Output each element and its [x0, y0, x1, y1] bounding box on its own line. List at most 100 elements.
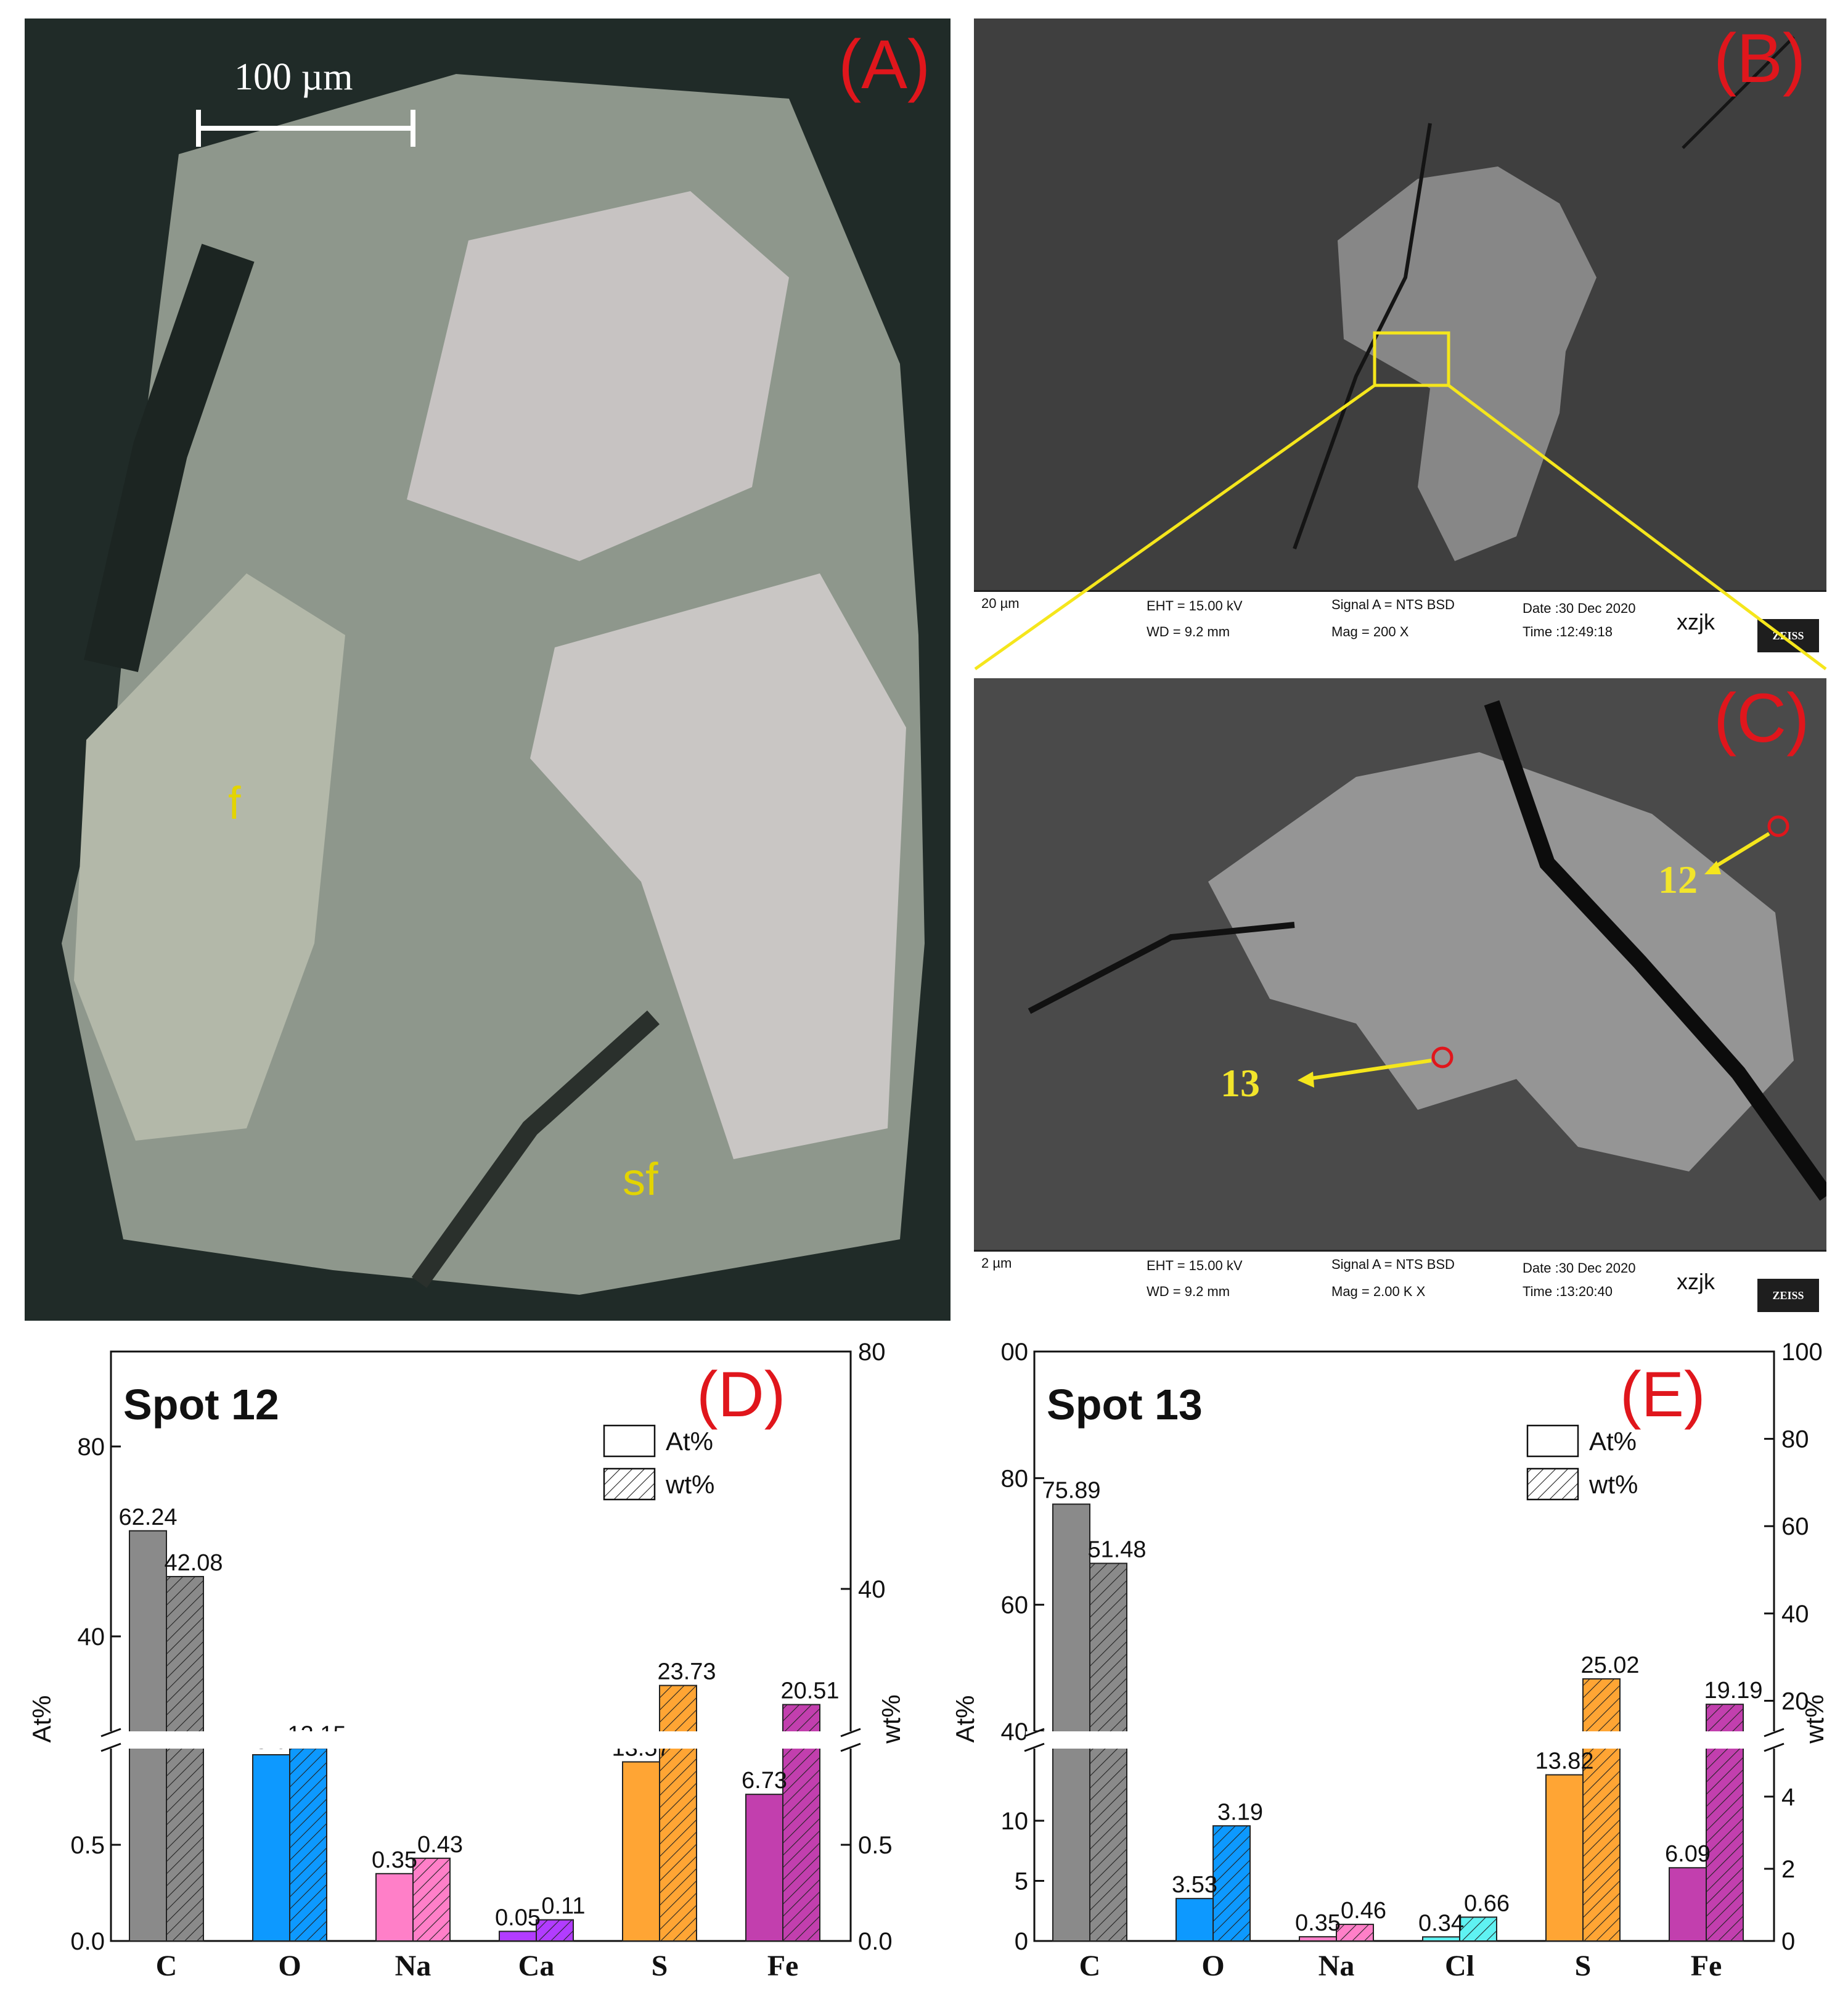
axis-break-mark	[100, 1742, 121, 1752]
data-label: 3.53	[1172, 1872, 1217, 1898]
crack-2	[1682, 36, 1795, 149]
data-label: 62.24	[118, 1504, 177, 1530]
spot-12-marker	[1767, 815, 1789, 837]
data-label: 3.19	[1217, 1799, 1263, 1825]
data-label: 0.05	[495, 1905, 541, 1930]
bar-fe-at	[745, 1794, 783, 1942]
bar-hatch	[1460, 1917, 1497, 1941]
spot-12-arrow	[1709, 832, 1770, 871]
label-f: f	[228, 777, 241, 829]
bar-hatch	[1583, 1678, 1620, 1941]
chart-title: Spot 12	[123, 1381, 279, 1429]
sem-info-bar-c: 2 µm EHT = 15.00 kV WD = 9.2 mm Signal A…	[974, 1250, 1826, 1319]
micrograph-image	[25, 18, 951, 1321]
bar-s-at	[622, 1761, 660, 1942]
x-tick-label: Na	[395, 1950, 431, 1982]
data-label: 0.43	[417, 1832, 463, 1858]
spot-13-label: 13	[1220, 1061, 1260, 1105]
bar-hatch	[413, 1858, 450, 1941]
bright-grains	[1208, 752, 1794, 1171]
bar-na-at	[1299, 1936, 1337, 1942]
right-tick-label: 0.5	[858, 1832, 893, 1859]
legend-swatch-at	[603, 1424, 656, 1458]
panel-label: (D)	[697, 1359, 785, 1430]
x-tick-label: S	[652, 1950, 668, 1982]
legend-label-wt: wt%	[1588, 1470, 1638, 1499]
y-axis-label-right: wt%	[877, 1694, 906, 1744]
date-label: Date :30 Dec 2020	[1523, 601, 1636, 616]
data-label: 6.09	[1665, 1841, 1711, 1867]
axis-break-mark	[1024, 1728, 1045, 1738]
right-tick-label: 40	[858, 1576, 886, 1603]
y-axis-label-right: wt%	[1800, 1694, 1829, 1744]
x-tick-label: Fe	[1691, 1950, 1722, 1982]
left-tick-label: 60	[1001, 1592, 1029, 1619]
right-tick-label: 80	[1781, 1426, 1809, 1453]
wd-label: WD = 9.2 mm	[1147, 624, 1230, 639]
zoom-box	[1373, 331, 1450, 387]
bar-hatch	[1213, 1826, 1250, 1941]
axis-break-mark	[100, 1728, 121, 1738]
x-tick-label: S	[1575, 1950, 1592, 1982]
panel-b-sem: 20 µm EHT = 15.00 kV WD = 9.2 mm Signal …	[974, 18, 1826, 660]
left-tick-label: 0.5	[70, 1832, 105, 1859]
legend-swatch-wt	[603, 1467, 656, 1501]
left-tick-label: 0.0	[70, 1928, 105, 1955]
data-label: 13.82	[1535, 1749, 1593, 1774]
legend-label-at: At%	[666, 1427, 713, 1456]
data-label: 0.11	[541, 1893, 585, 1919]
panel-a-micrograph: 100 µm (A) f sf	[25, 18, 951, 1321]
bar-o-at	[1175, 1898, 1214, 1942]
eht-label: EHT = 15.00 kV	[1147, 1258, 1243, 1273]
right-tick-label: 80	[858, 1339, 886, 1366]
crack-main	[1484, 700, 1826, 1201]
left-tick-label: 0	[1015, 1928, 1028, 1955]
y-axis-label: At%	[951, 1695, 979, 1742]
axis-break-band	[102, 1731, 859, 1749]
x-tick-label: O	[278, 1950, 301, 1982]
data-label: 42.08	[164, 1550, 223, 1576]
zeiss-logo: ZEISS	[1757, 1279, 1819, 1312]
x-tick-label: Ca	[518, 1950, 555, 1982]
bar-na-at	[375, 1873, 414, 1942]
bar-cl-at	[1422, 1936, 1460, 1942]
left-tick-label: 10	[1001, 1808, 1029, 1835]
eht-label: EHT = 15.00 kV	[1147, 598, 1243, 613]
data-label: 6.73	[742, 1768, 787, 1794]
data-label: 23.73	[657, 1659, 716, 1685]
user-label: xzjk	[1677, 609, 1715, 634]
axis-break-mark	[840, 1728, 861, 1738]
mag-label: Mag = 2.00 K X	[1331, 1284, 1426, 1299]
panel-label: (E)	[1620, 1359, 1706, 1430]
x-tick-label: O	[1201, 1950, 1224, 1982]
bar-hatch	[290, 1748, 327, 1941]
bar-hatch	[1336, 1924, 1373, 1941]
data-label: 0.35	[372, 1847, 417, 1873]
left-tick-label: 5	[1015, 1868, 1028, 1895]
scale-label: 20 µm	[981, 596, 1020, 611]
wd-label: WD = 9.2 mm	[1147, 1284, 1230, 1299]
bar-hatch	[1090, 1563, 1127, 1941]
crack-dark-2	[411, 1010, 660, 1288]
right-tick-label: 0.0	[858, 1928, 893, 1955]
plot-frame	[1033, 1350, 1775, 1942]
bar-fe-at	[1669, 1867, 1707, 1942]
panel-label-c: (C)	[1714, 679, 1810, 757]
fusinite-region	[74, 573, 345, 1141]
y-axis-label: At%	[27, 1695, 56, 1742]
data-label: 20.51	[780, 1678, 839, 1704]
crack-left	[1028, 922, 1295, 1014]
spot-13-arrow	[1306, 1059, 1432, 1081]
user-label: xzjk	[1677, 1269, 1715, 1294]
left-tick-label: 00	[1001, 1339, 1029, 1366]
left-tick-label: 40	[78, 1623, 105, 1651]
right-tick-label: 0	[1781, 1928, 1795, 1955]
data-label: 0.35	[1295, 1910, 1341, 1936]
axis-break-mark	[1764, 1728, 1785, 1738]
right-tick-label: 4	[1781, 1784, 1795, 1811]
data-label: 25.02	[1580, 1652, 1639, 1678]
data-label: 0.46	[1341, 1898, 1386, 1924]
time-label: Time :12:49:18	[1523, 624, 1613, 639]
axis-break-band	[1026, 1731, 1783, 1749]
